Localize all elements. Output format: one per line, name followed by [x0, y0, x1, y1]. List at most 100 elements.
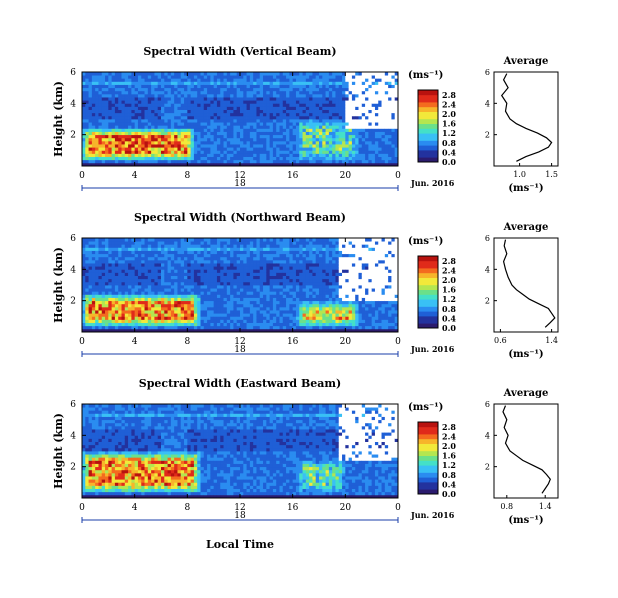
heatmap-cell — [91, 106, 96, 110]
heatmap-cell — [124, 278, 129, 283]
heatmap-cell — [105, 272, 109, 276]
heatmap-cell — [276, 144, 280, 148]
heatmap-cell — [216, 263, 221, 267]
heatmap-cell — [98, 247, 103, 251]
heatmap-cell — [151, 106, 155, 110]
heatmap-cell — [263, 266, 267, 270]
heatmap-cell — [144, 294, 149, 298]
heatmap-cell — [342, 75, 346, 79]
heatmap-cell — [282, 90, 287, 95]
heatmap-cell — [394, 128, 399, 132]
heatmap-cell — [338, 134, 343, 139]
heatmap-cell — [114, 115, 119, 120]
heatmap-cell — [384, 72, 389, 76]
heatmap-cell — [249, 72, 254, 76]
heatmap-cell — [299, 316, 303, 320]
heatmap-cell — [101, 162, 106, 167]
heatmap-cell — [118, 256, 122, 261]
heatmap-cell — [223, 250, 228, 255]
heatmap-cell — [256, 250, 261, 255]
heatmap-cell — [223, 300, 228, 305]
heatmap-cell — [203, 147, 208, 151]
heatmap-cell — [95, 159, 99, 164]
heatmap-cell — [82, 125, 86, 129]
heatmap-cell — [161, 122, 165, 126]
heatmap-cell — [216, 112, 221, 117]
heatmap-cell — [282, 84, 287, 89]
heatmap-cell — [355, 125, 359, 129]
heatmap-cell — [101, 288, 106, 292]
heatmap-cell — [249, 140, 254, 145]
heatmap-cell — [305, 128, 310, 132]
heatmap-cell — [309, 115, 313, 120]
heatmap-cell — [101, 134, 106, 139]
heatmap-cell — [351, 72, 356, 76]
heatmap-cell — [88, 140, 93, 145]
heatmap-cell — [180, 147, 185, 151]
heatmap-cell — [253, 256, 257, 261]
heatmap-cell — [144, 81, 149, 85]
heatmap-cell — [88, 115, 93, 120]
heatmap-cell — [147, 115, 152, 120]
heatmap-cell — [269, 128, 274, 132]
heatmap-cell — [299, 294, 303, 298]
heatmap-cell — [154, 109, 159, 114]
heatmap-cell — [124, 159, 129, 164]
heatmap-cell — [216, 144, 221, 148]
heatmap-cell — [361, 72, 366, 76]
heatmap-cell — [358, 128, 363, 132]
heatmap-cell — [216, 162, 221, 167]
heatmap-cell — [226, 285, 231, 289]
heatmap-cell — [207, 153, 211, 157]
heatmap-cell — [272, 140, 277, 145]
heatmap-cell — [289, 97, 294, 101]
heatmap-cell — [187, 256, 192, 261]
heatmap-cell — [374, 153, 379, 157]
heatmap-cell — [101, 153, 106, 157]
heatmap-cell — [98, 87, 103, 92]
heatmap-cell — [263, 159, 267, 164]
heatmap-cell — [108, 328, 113, 333]
heatmap-cell — [141, 156, 145, 161]
heatmap-cell — [197, 244, 201, 248]
heatmap-cell — [85, 322, 89, 327]
heatmap-cell — [124, 147, 129, 151]
heatmap-cell — [180, 115, 185, 120]
heatmap-cell — [190, 90, 195, 95]
heatmap-cell — [210, 153, 215, 157]
heatmap-cell — [388, 87, 392, 92]
heatmap-cell — [131, 137, 136, 142]
heatmap-cell — [128, 263, 132, 267]
heatmap-cell — [101, 81, 106, 85]
heatmap-cell — [299, 159, 303, 164]
heatmap-cell — [105, 78, 109, 82]
heatmap-cell — [164, 285, 168, 289]
heatmap-cell — [147, 87, 152, 92]
heatmap-cell — [203, 78, 208, 82]
heatmap-cell — [243, 241, 247, 245]
heatmap-cell — [190, 162, 195, 167]
heatmap-cell — [108, 162, 113, 167]
heatmap-cell — [197, 147, 201, 151]
heatmap-cell — [259, 266, 264, 270]
heatmap-cell — [154, 272, 159, 276]
heatmap-cell — [164, 269, 168, 273]
heatmap-cell — [286, 294, 290, 298]
heatmap-cell — [200, 328, 205, 333]
heatmap-cell — [253, 285, 257, 289]
heatmap-cell — [256, 128, 261, 132]
heatmap-cell — [292, 150, 297, 154]
heatmap-cell — [319, 81, 323, 85]
heatmap-cell — [88, 125, 93, 129]
heatmap-cell — [111, 313, 116, 317]
heatmap-cell — [151, 103, 155, 107]
heatmap-cell — [213, 244, 218, 248]
heatmap-cell — [388, 115, 392, 120]
heatmap-cell — [193, 247, 198, 251]
heatmap-cell — [391, 131, 396, 136]
heatmap-cell — [184, 266, 188, 270]
heatmap-cell — [144, 122, 149, 126]
heatmap-cell — [174, 306, 178, 311]
heatmap-cell — [180, 131, 185, 136]
heatmap-cell — [295, 256, 300, 261]
